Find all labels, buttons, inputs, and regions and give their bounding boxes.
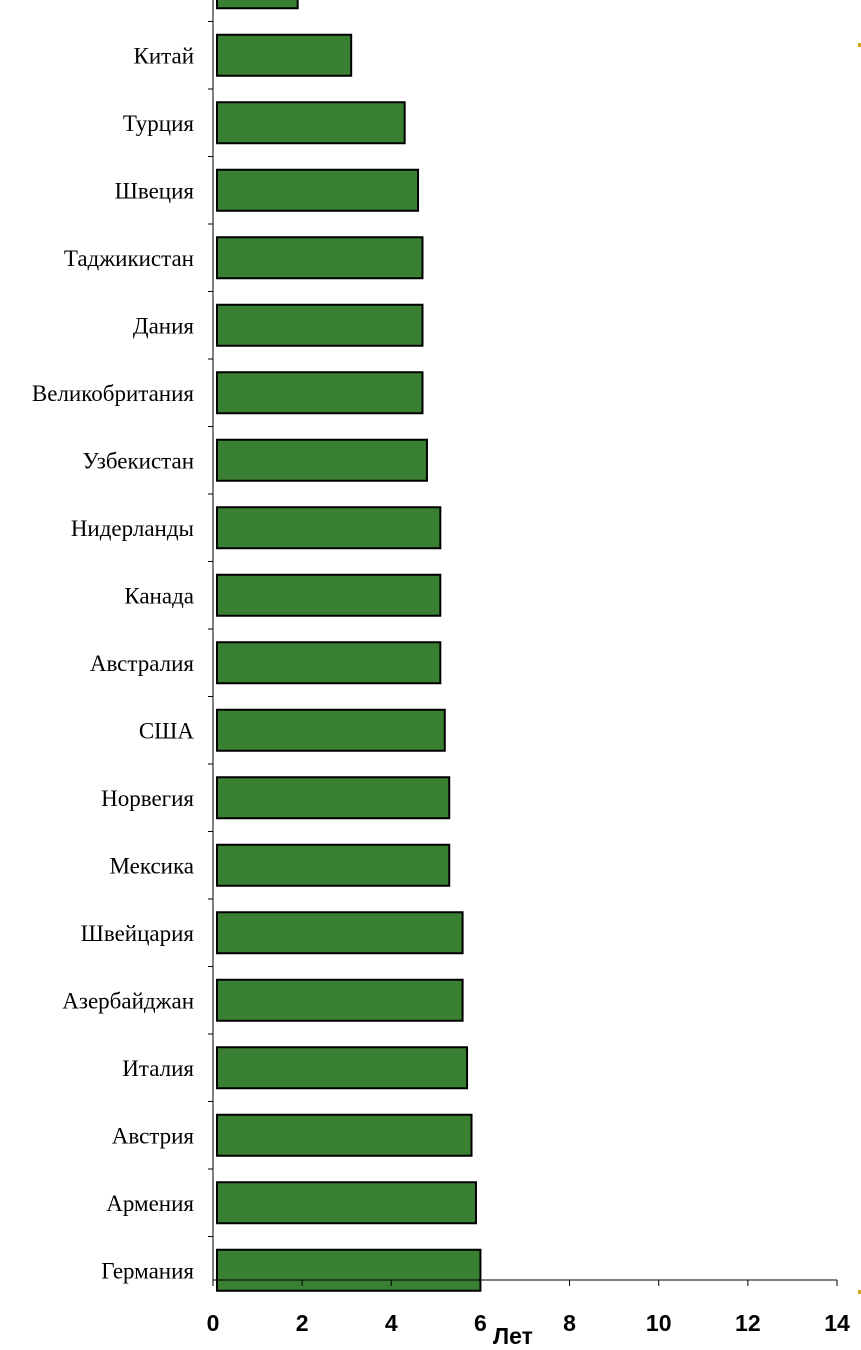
x-tick-label: 14 — [824, 1310, 850, 1336]
bar — [216, 506, 442, 550]
category-label: США — [139, 718, 195, 743]
category-label: Австрия — [112, 1123, 195, 1148]
bar — [216, 371, 424, 415]
x-tick-label: 4 — [385, 1310, 398, 1336]
bar — [216, 438, 428, 482]
bar — [216, 1046, 469, 1090]
y-axis-ticks — [208, 21, 213, 1237]
category-label: Швеция — [115, 178, 195, 203]
bar — [216, 1248, 482, 1292]
category-labels: Китай Турция Швеция Таджикистан Дания Великоб… — [32, 43, 195, 1283]
category-label: Швейцария — [81, 921, 195, 946]
bar — [216, 843, 451, 887]
bar — [216, 0, 299, 10]
category-label: Канада — [124, 583, 194, 608]
corner-marker-top — [858, 43, 861, 47]
category-label: Турция — [123, 111, 195, 136]
x-tick-label: 10 — [646, 1310, 672, 1336]
category-label: Дания — [133, 313, 195, 338]
bar — [216, 33, 353, 77]
category-label: Австралия — [90, 651, 195, 676]
category-label: Армения — [106, 1191, 194, 1216]
bar — [216, 776, 451, 820]
bars-group — [216, 0, 482, 1292]
x-tick-label: 0 — [207, 1310, 220, 1336]
category-label: Китай — [134, 43, 195, 68]
category-label: Азербайджан — [62, 988, 194, 1013]
bar — [216, 641, 442, 685]
x-axis-ticks: 0 2 4 6 8 10 12 14 — [207, 1280, 850, 1336]
bar — [216, 1113, 473, 1157]
x-tick-label: 12 — [735, 1310, 761, 1336]
category-label: Таджикистан — [64, 246, 194, 271]
category-label: Узбекистан — [83, 448, 195, 473]
category-label: Германия — [101, 1258, 194, 1283]
corner-marker-bottom — [858, 1290, 861, 1294]
category-label: Норвегия — [101, 786, 194, 811]
bar — [216, 978, 464, 1022]
bar — [216, 573, 442, 617]
category-label: Великобритания — [32, 381, 195, 406]
x-tick-label: 6 — [474, 1310, 487, 1336]
bar — [216, 303, 424, 347]
x-axis-label: Лет — [493, 1323, 533, 1349]
x-tick-label: 2 — [296, 1310, 309, 1336]
x-tick-label: 8 — [563, 1310, 576, 1336]
bar — [216, 1181, 477, 1225]
bar — [216, 101, 406, 145]
category-label: Италия — [122, 1056, 194, 1081]
bar — [216, 236, 424, 280]
bar — [216, 168, 420, 212]
bar — [216, 911, 464, 955]
bar — [216, 708, 446, 752]
category-label: Нидерланды — [71, 516, 194, 541]
category-label: Мексика — [109, 853, 194, 878]
